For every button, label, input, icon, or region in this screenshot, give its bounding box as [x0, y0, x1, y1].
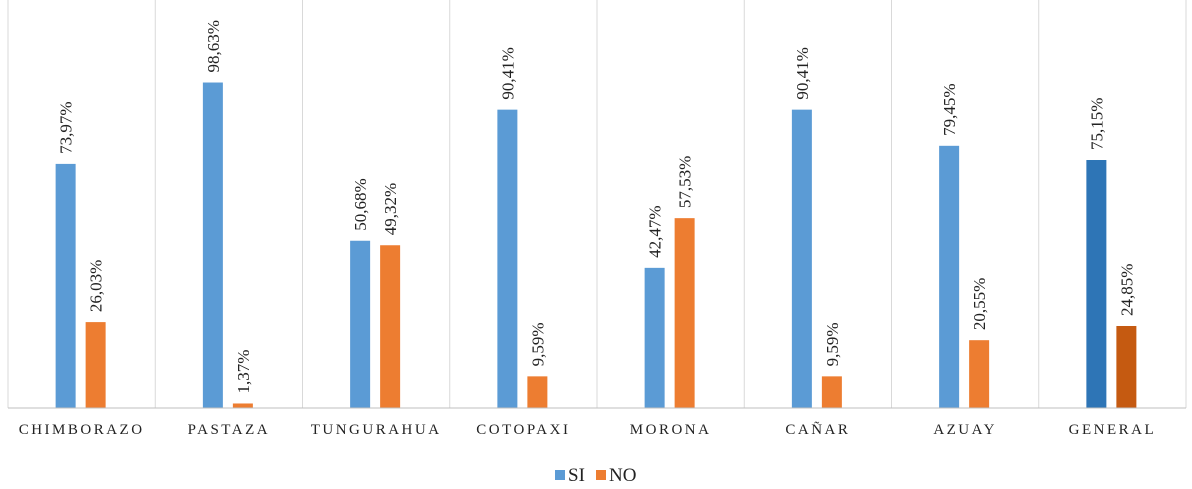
bar-no-6 — [969, 340, 990, 408]
category-label-2: TUNGURAHUA — [311, 422, 442, 438]
bar-si-0 — [55, 163, 76, 408]
value-label-si-1: 98,63% — [204, 20, 223, 72]
category-separators — [7, 0, 1187, 408]
legend: SI NO — [555, 465, 636, 486]
bar-no-5 — [821, 376, 842, 408]
value-label-no-4: 57,53% — [676, 156, 695, 208]
category-label-4: MORONA — [630, 422, 712, 438]
bar-no-2 — [380, 245, 401, 408]
value-label-si-0: 73,97% — [57, 101, 76, 153]
category-label-3: COTOPAXI — [476, 422, 570, 438]
category-label-0: CHIMBORAZO — [19, 422, 145, 438]
legend-label-no: NO — [609, 465, 636, 486]
legend-swatch-no — [596, 470, 606, 480]
value-label-no-6: 20,55% — [970, 278, 989, 330]
bar-si-4 — [644, 267, 665, 408]
value-label-si-7: 75,15% — [1087, 98, 1106, 150]
value-label-no-2: 49,32% — [381, 183, 400, 235]
bar-no-0 — [85, 322, 106, 408]
bar-si-1 — [202, 82, 223, 409]
value-label-si-6: 79,45% — [940, 83, 959, 135]
bar-si-7 — [1086, 160, 1107, 408]
bar-si-6 — [939, 145, 960, 408]
value-label-si-4: 42,47% — [646, 205, 665, 257]
value-label-si-2: 50,68% — [351, 178, 370, 230]
value-label-si-3: 90,41% — [498, 47, 517, 99]
bar-si-3 — [497, 109, 518, 408]
bar-no-1 — [232, 403, 253, 408]
bar-si-5 — [791, 109, 812, 408]
category-label-5: CAÑAR — [785, 422, 850, 438]
legend-label-si: SI — [568, 465, 585, 486]
value-label-no-7: 24,85% — [1117, 264, 1136, 316]
value-label-si-5: 90,41% — [793, 47, 812, 99]
bar-no-4 — [674, 218, 695, 408]
bars-group — [55, 82, 1137, 409]
legend-swatch-si — [555, 470, 565, 480]
category-label-1: PASTAZA — [188, 422, 270, 438]
value-labels-group: 73,97% 26,03% 98,63% 1,37% 50,68% 49,32% 90,41… — [57, 20, 1137, 393]
bar-no-3 — [527, 376, 548, 408]
value-label-no-3: 9,59% — [528, 322, 547, 366]
value-label-no-0: 26,03% — [87, 260, 106, 312]
value-label-no-5: 9,59% — [823, 322, 842, 366]
category-labels-group: CHIMBORAZO PASTAZA TUNGURAHUA COTOPAXI MORON… — [19, 422, 1157, 438]
bar-no-7 — [1116, 325, 1137, 408]
category-label-7: GENERAL — [1069, 422, 1157, 438]
value-label-no-1: 1,37% — [234, 350, 253, 394]
bar-si-2 — [350, 240, 371, 408]
category-label-6: AZUAY — [933, 422, 997, 438]
